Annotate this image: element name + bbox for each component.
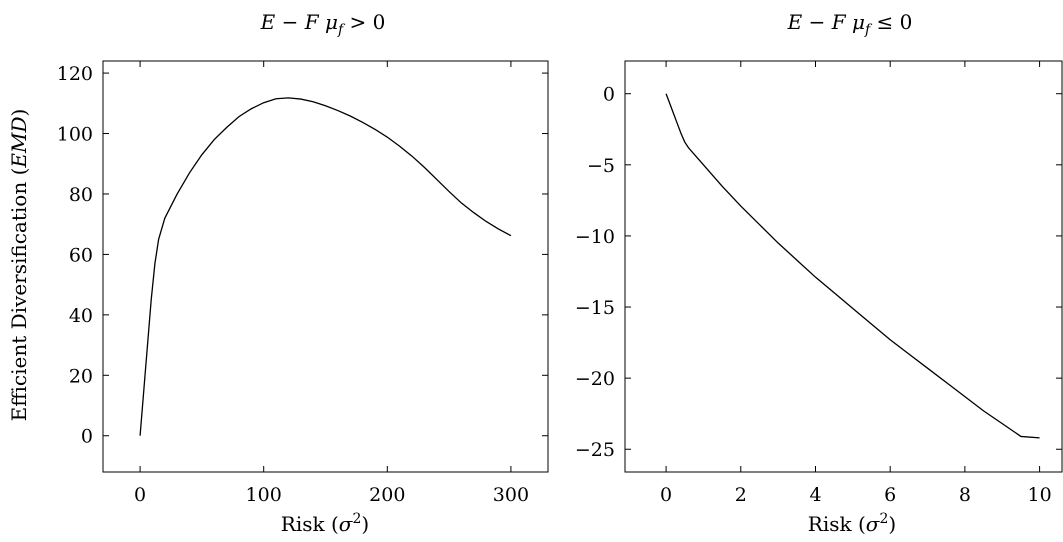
chart-right-title: E − F μf ≤ 0 [787, 10, 913, 38]
chart-left-y-tick-label: 0 [81, 426, 93, 448]
chart-left: E − F μf > 0 0 100 200 300 020406080100120 … [7, 10, 549, 536]
chart-right-x-tick-label: 10 [1027, 484, 1051, 506]
chart-right-x-tick-label: 6 [884, 484, 896, 506]
chart-right-x-axis-label: Risk (σ2) [808, 511, 896, 536]
chart-left-x-tick-label: 200 [369, 484, 405, 506]
chart-left-y-tick-label: 80 [69, 184, 93, 206]
chart-left-x-tick-label: 300 [493, 484, 529, 506]
chart-right-x-tick-label: 0 [660, 484, 672, 506]
chart-right-x-tick-label: 2 [735, 484, 747, 506]
chart-left-x-tick-label: 0 [134, 484, 146, 506]
chart-right-y-tick-label: −25 [575, 439, 615, 461]
chart-left-y-tick-label: 40 [69, 305, 93, 327]
chart-left-y-tick-label: 100 [57, 124, 93, 146]
chart-left-series-line [139, 97, 512, 436]
chart-left-x-tick-label: 100 [246, 484, 282, 506]
chart-right-series-line [665, 93, 1040, 439]
chart-left-plot-frame [102, 60, 549, 473]
chart-right-x-tick-label: 8 [959, 484, 971, 506]
chart-left-y-tick-label: 120 [57, 63, 93, 85]
chart-left-y-axis-label: Efficient Diversification (EMD) [7, 109, 31, 422]
chart-right: E − F μf ≤ 0 0 2 4 6 8 10 0 −5 −10 −15 −20 −25 Ris… [575, 10, 1063, 536]
chart-right-y-tick-label: −5 [587, 155, 615, 177]
chart-right-y-tick-label: 0 [603, 84, 615, 106]
chart-right-plot-frame [624, 60, 1063, 473]
chart-left-x-axis-label: Risk (σ2) [281, 511, 369, 536]
chart-left-y-tick-label: 60 [69, 244, 93, 266]
chart-right-y-tick-label: −15 [575, 297, 615, 319]
chart-left-x-axis: 0 100 200 300 [134, 61, 529, 506]
chart-right-y-tick-label: −10 [575, 226, 615, 248]
chart-right-y-axis: 0 −5 −10 −15 −20 −25 [575, 84, 1062, 461]
chart-left-y-axis: 0 20 40 60 80 100 120 [57, 63, 548, 448]
chart-right-x-axis: 0 2 4 6 8 10 [660, 61, 1052, 506]
chart-right-y-tick-label: −20 [575, 368, 615, 390]
chart-left-y-tick-label: 20 [69, 365, 93, 387]
chart-right-x-tick-label: 4 [809, 484, 821, 506]
chart-left-title: E − F μf > 0 [260, 10, 386, 38]
